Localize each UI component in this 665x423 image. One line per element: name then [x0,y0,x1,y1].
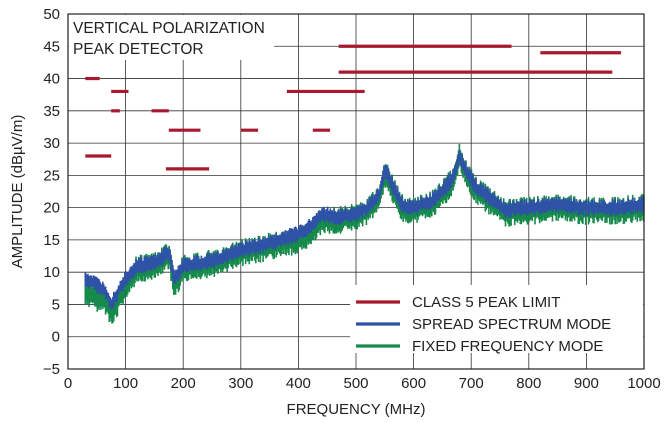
y-tick-label: 0 [52,329,60,346]
x-tick-label: 900 [574,375,599,392]
legend-label-fixed-frequency: FIXED FREQUENCY MODE [412,338,603,355]
y-tick-label: 35 [43,103,60,120]
y-tick-label: 5 [52,296,60,313]
x-tick-label: 100 [113,375,138,392]
y-tick-label: 10 [43,264,60,281]
annotation-background [69,15,274,60]
annotation-line-1: VERTICAL POLARIZATION [73,20,265,37]
limit-line-series [85,44,621,171]
legend-background [350,285,643,353]
y-tick-label: 25 [43,167,60,184]
spread-spectrum-band [84,149,645,310]
x-tick-label: 600 [401,375,426,392]
x-tick-label: 200 [171,375,196,392]
x-tick-label: 800 [516,375,541,392]
y-tick-label: −5 [43,361,60,378]
spread-spectrum-series [84,149,645,310]
y-tick-label: 30 [43,135,60,152]
x-axis-ticks: 0 100 200 300 400 500 600 700 800 900 1000 [64,375,661,392]
legend-label-spread-spectrum: SPREAD SPECTRUM MODE [412,316,611,333]
x-tick-label: 0 [64,375,72,392]
y-tick-label: 15 [43,232,60,249]
x-axis-title: FREQUENCY (MHz) [287,401,426,418]
x-tick-label: 500 [343,375,368,392]
legend-label-class5-limit: CLASS 5 PEAK LIMIT [412,294,560,311]
y-tick-label: 20 [43,200,60,217]
x-tick-label: 700 [459,375,484,392]
y-tick-label: 45 [43,38,60,55]
y-tick-label: 40 [43,71,60,88]
y-axis-title: AMPLITUDE (dBµV/m) [9,115,26,269]
x-tick-label: 1000 [627,375,660,392]
legend: CLASS 5 PEAK LIMIT SPREAD SPECTRUM MODE … [350,285,643,355]
x-tick-label: 300 [228,375,253,392]
annotation-line-2: PEAK DETECTOR [73,41,204,58]
y-axis-ticks: −5 0 5 10 15 20 25 30 35 40 45 50 [43,6,60,378]
y-tick-label: 50 [43,6,60,23]
x-tick-label: 400 [286,375,311,392]
plot-frame [67,13,645,370]
